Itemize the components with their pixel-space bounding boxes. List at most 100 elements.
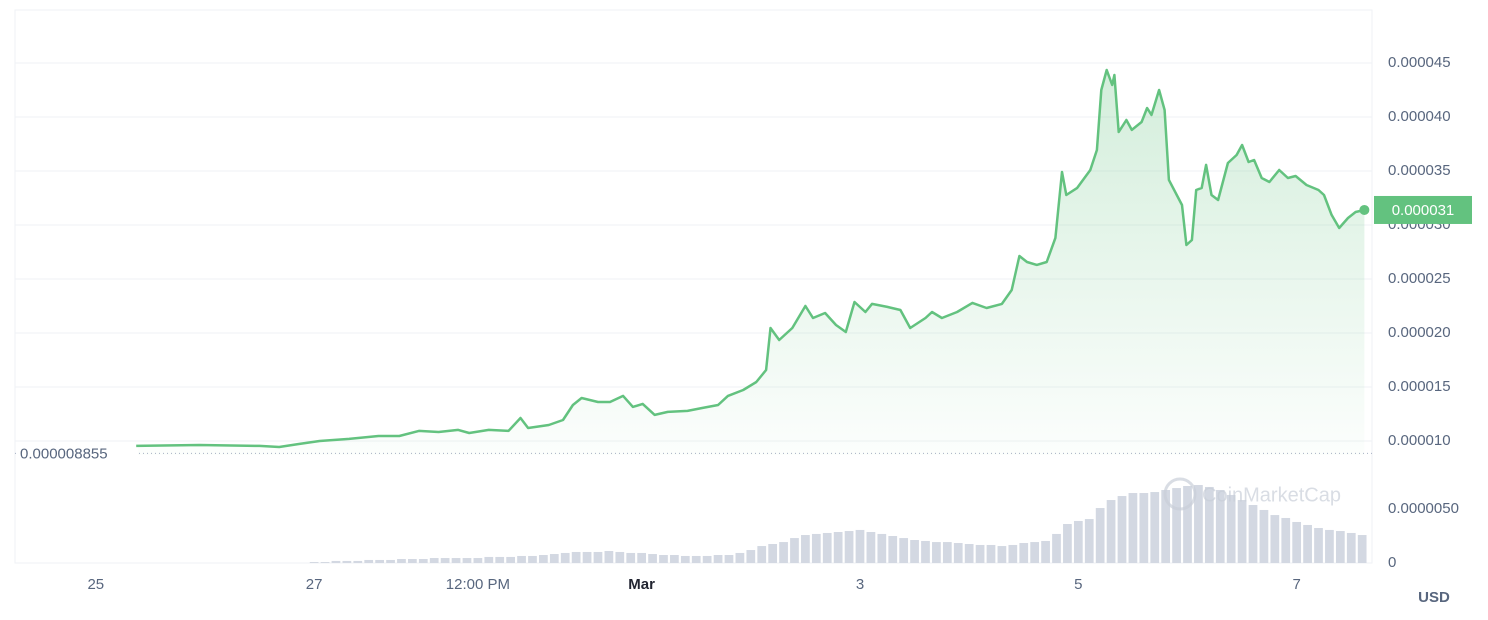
volume-bar [877,533,887,563]
x-tick-label: 12:00 PM [446,576,510,593]
volume-bar [964,543,974,563]
volume-bar [309,562,319,563]
volume-bar [429,558,439,563]
volume-bar [899,538,909,563]
volume-bar [1172,488,1181,563]
volume-bar [462,558,472,563]
volume-bar [1346,532,1356,563]
volume-bar [375,559,384,563]
x-tick-label: 25 [87,576,104,593]
volume-bar [1215,489,1225,563]
currency-label: USD [1418,589,1450,606]
volume-bar [691,555,701,563]
volume-bar [1194,485,1203,563]
y-tick-label: 0.000015 [1388,378,1451,395]
volume-bar [975,544,985,563]
volume-bar [1019,543,1029,563]
volume-bar [1106,500,1116,563]
volume-bar [626,552,636,563]
volume-bar [1303,524,1312,563]
y-tick-label: 0.000045 [1388,54,1451,71]
volume-bar [1117,496,1127,563]
volume-bar [1139,493,1149,563]
y-tick-label: 0.000035 [1388,162,1451,179]
volume-bar [1314,528,1323,563]
watermark-logo [1163,477,1197,511]
y-tick-label: 0.000020 [1388,324,1451,341]
volume-bar [932,542,941,563]
volume-bar [1161,489,1171,563]
y-tick-label: 0.0000050 [1388,500,1459,517]
y-tick-label: 0.000025 [1388,270,1451,287]
volume-bar [1357,535,1367,563]
volume-bar [582,551,592,563]
volume-bar [1150,492,1160,563]
volume-bar [1095,508,1105,563]
volume-bar [811,533,821,563]
volume-bar [724,555,734,563]
volume-bar [1041,540,1050,563]
volume-bar [801,535,810,563]
volume-bar [1292,521,1302,563]
volume-bar [484,556,494,563]
volume-bar [1325,529,1334,563]
volume-bar [942,542,952,563]
volume-bar [1073,520,1083,563]
volume-bar [473,558,483,563]
volume-bar [1204,486,1214,563]
volume-bar [440,558,450,563]
volume-bar [615,551,625,563]
volume-bar [495,556,505,563]
volume-bar [757,546,767,563]
y-tick-label: 0 [1388,554,1396,571]
volume-bar [790,538,799,563]
volume-bar [1226,494,1236,563]
volume-bar [768,543,778,563]
volume-bar [1335,531,1345,563]
price-line [136,68,1365,449]
volume-bar [1052,533,1061,563]
area [136,70,1365,455]
volume-bar [560,552,570,563]
volume-bar [1248,505,1258,563]
volume-bar [593,551,603,563]
volume-bar [1063,524,1072,563]
baseline-label-bg [16,442,138,465]
volume-bar [418,559,428,563]
volume-bar [1259,509,1269,563]
volume-bar [320,562,330,563]
volume-bar [833,532,843,563]
volume-bar [637,552,647,563]
volume-bar [397,559,406,563]
volume-bar [866,532,876,563]
volume-bar [342,560,352,563]
volume-bar [1281,517,1291,563]
volume-bar [528,555,537,563]
volume-bar [921,540,930,563]
volume-bar [1084,519,1094,563]
y-tick-label: 0.000010 [1388,432,1451,449]
last-point [1359,204,1370,215]
x-tick-label: 7 [1292,576,1300,593]
volume-bar [451,558,461,563]
volume-bar [331,560,341,563]
volume-bar [506,556,516,563]
x-tick-label: Mar [628,576,655,593]
volume-bar [571,551,581,563]
y-tick-label: 0.000040 [1388,108,1451,125]
volume-bar [779,542,788,563]
volume-bar [659,555,668,563]
volume-bar [539,555,548,563]
volume-bar [1183,485,1192,563]
volume-bar [822,532,832,563]
volume-bar [713,555,723,563]
volume-bar [1270,515,1280,563]
volume-bar [408,559,417,563]
volume-bar [364,559,374,563]
volume-bar [517,555,526,563]
volume-bar [1237,500,1247,563]
volume-bar [1030,542,1040,563]
volume-bar [1008,544,1018,563]
x-tick-label: 3 [856,576,864,593]
